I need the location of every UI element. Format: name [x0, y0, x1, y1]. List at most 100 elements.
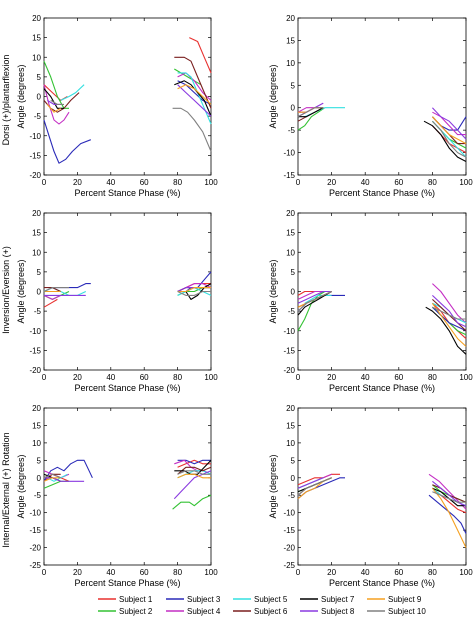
x-tick-label: 20	[73, 373, 82, 382]
y-tick-label: -10	[283, 149, 295, 158]
x-tick-label: 80	[428, 568, 437, 577]
y-tick-label: -15	[283, 171, 295, 180]
y-tick-label: 20	[32, 209, 41, 218]
y-tick-label: 0	[37, 474, 42, 483]
series-line-subject-10-seg1	[297, 477, 332, 496]
y-tick-label: 10	[286, 439, 295, 448]
x-tick-label: 100	[459, 568, 473, 577]
x-tick-label: 40	[106, 568, 115, 577]
x-tick-label: 80	[173, 178, 182, 187]
y-tick-label: 10	[286, 248, 295, 257]
series-line-subject-10-seg2	[432, 491, 466, 503]
x-tick-label: 0	[42, 568, 47, 577]
x-axis-label: Percent Stance Phase (%)	[74, 383, 180, 393]
series-line-subject-7-seg2	[425, 306, 467, 355]
y-tick-label: -20	[283, 366, 295, 375]
y-tick-label: 15	[286, 229, 295, 238]
x-tick-label: 0	[296, 568, 301, 577]
y-tick-label: 20	[286, 209, 295, 218]
series-line-subject-8-seg2	[432, 294, 467, 328]
series-line-subject-1-seg1	[43, 298, 58, 308]
x-tick-label: 40	[361, 568, 370, 577]
series-line-subject-8-seg2	[173, 470, 212, 500]
series-line-subject-4-seg2	[432, 283, 467, 324]
row-label-dorsi: Dorsi (+)/plantarflexion	[1, 55, 11, 146]
x-tick-label: 40	[361, 373, 370, 382]
legend-item: Subject 9	[367, 595, 422, 604]
series-line-subject-2-seg1	[297, 107, 326, 131]
series-line-subject-10-seg2	[432, 306, 466, 320]
legend-label: Subject 6	[254, 607, 288, 616]
y-tick-label: -25	[283, 561, 295, 570]
y-tick-label: -10	[283, 327, 295, 336]
y-tick-label: 5	[37, 268, 42, 277]
row-label-inversion: Inversion/Eversion (+)	[1, 246, 11, 334]
x-tick-label: 100	[459, 373, 473, 382]
x-tick-label: 0	[42, 373, 47, 382]
series-line-subject-9-seg1	[43, 477, 61, 482]
series-line-subject-8-seg2	[177, 84, 212, 117]
x-tick-label: 100	[459, 178, 473, 187]
series-line-subject-4-seg1	[43, 294, 61, 300]
x-tick-label: 60	[140, 178, 149, 187]
y-tick-label: -20	[29, 544, 41, 553]
plot-area	[297, 17, 467, 176]
legend-item: Subject 8	[300, 607, 355, 616]
y-tick-label: 10	[286, 59, 295, 68]
legend-item: Subject 4	[166, 607, 221, 616]
series-line-subject-6-seg2	[174, 56, 212, 109]
series-line-subject-10-seg2	[172, 107, 212, 152]
series-line-subject-10-seg1	[297, 107, 324, 118]
y-tick-label: 15	[32, 229, 41, 238]
series-line-subject-1-seg2	[177, 459, 211, 468]
y-tick-label: -5	[34, 491, 42, 500]
y-axis-label: Angle (degrees)	[268, 259, 278, 323]
x-axis-label: Percent Stance Phase (%)	[329, 578, 435, 588]
y-tick-label: 0	[291, 474, 296, 483]
x-tick-label: 60	[394, 178, 403, 187]
series-line-subject-5-seg1	[304, 107, 345, 118]
y-tick-label: 10	[32, 53, 41, 62]
y-axis-label: Angle (degrees)	[268, 454, 278, 518]
y-tick-label: 20	[286, 14, 295, 23]
y-tick-label: 10	[32, 248, 41, 257]
x-tick-label: 20	[73, 568, 82, 577]
y-tick-label: -15	[29, 346, 41, 355]
x-tick-label: 100	[204, 178, 218, 187]
chart-panel-5: 0 20 40 60 80 100 20 15 10 5 0 -5 -10 -15 -20 -25 Percen…	[16, 404, 218, 588]
series-line-subject-6-seg2	[177, 466, 212, 475]
series-line-subject-7-seg2	[423, 120, 467, 162]
series-line-subject-5-seg2	[432, 302, 467, 324]
y-axis-label: Angle (degrees)	[16, 64, 26, 128]
x-axis-label: Percent Stance Phase (%)	[74, 188, 180, 198]
x-tick-label: 80	[428, 178, 437, 187]
x-tick-label: 100	[204, 568, 218, 577]
legend-item: Subject 6	[233, 607, 288, 616]
series-line-subject-9-seg2	[431, 487, 467, 548]
series-line-subject-2-seg1	[43, 60, 69, 109]
y-tick-label: 20	[32, 14, 41, 23]
x-tick-label: 60	[394, 568, 403, 577]
y-tick-label: -5	[288, 307, 296, 316]
series-line-subject-8-seg1	[297, 290, 332, 304]
y-tick-label: 5	[291, 456, 296, 465]
y-tick-label: -15	[29, 526, 41, 535]
series-line-subject-5-seg1	[304, 294, 332, 304]
y-tick-label: 0	[37, 93, 42, 102]
legend-label: Subject 9	[388, 595, 422, 604]
series-line-subject-8-seg2	[432, 480, 467, 507]
y-tick-label: 5	[291, 81, 296, 90]
x-tick-label: 80	[173, 568, 182, 577]
x-tick-label: 20	[327, 568, 336, 577]
legend-label: Subject 1	[119, 595, 153, 604]
legend-item: Subject 7	[300, 595, 355, 604]
y-tick-label: -10	[29, 132, 41, 141]
plot-area	[297, 407, 467, 566]
series-line-subject-2-seg2	[172, 494, 212, 510]
series-line-subject-9-seg2	[177, 473, 211, 479]
chart-panel-4: 0 20 40 60 80 100 20 15 10 5 0 -5 -10 -15 -20 Percent S…	[268, 209, 473, 393]
x-tick-label: 20	[73, 178, 82, 187]
y-tick-label: 0	[291, 288, 296, 297]
x-tick-label: 60	[394, 373, 403, 382]
